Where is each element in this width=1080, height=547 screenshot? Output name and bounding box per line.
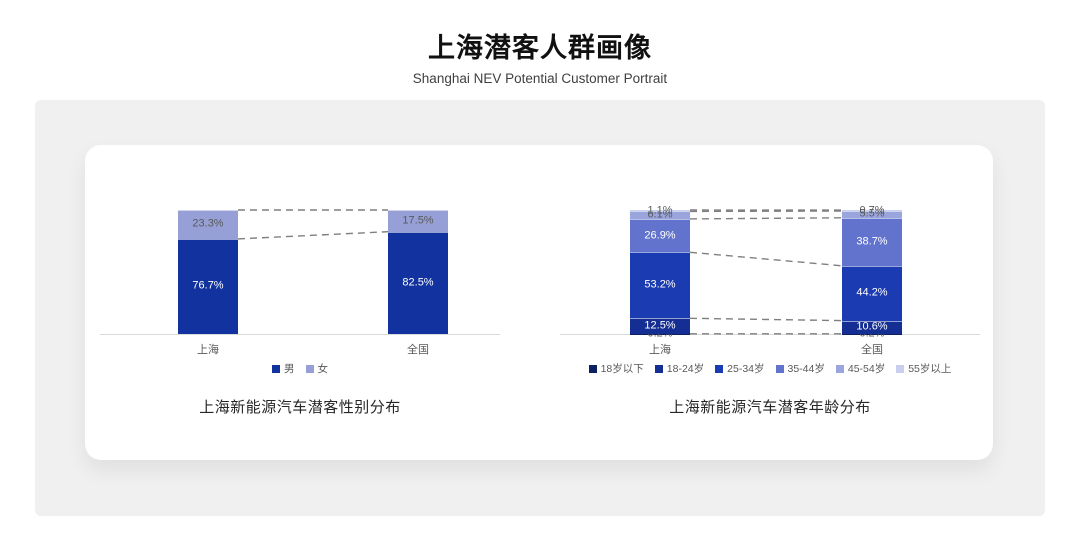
connector-line [689,217,843,220]
connector-line [689,317,843,322]
legend-item-25-34岁: 25-34岁 [715,361,765,376]
bar-segment-上海-45-54岁 [630,211,690,219]
bar-value-label: 23.3% [192,217,224,230]
bar-segment-全国-55岁以上 [842,210,902,211]
x-axis-line [100,334,500,335]
bar-segment-全国-25-34岁 [842,265,902,321]
bar-value-label: 0.7% [859,204,885,217]
bar-segment-上海-55岁以上 [630,210,690,212]
x-axis-line [560,334,980,335]
bar-segment-上海-18岁以下 [630,333,690,335]
bar-segment-全国-男 [388,231,448,334]
bar-segment-上海-35-44岁 [630,218,690,253]
age-distribution-chart: 上海新能源汽车潜客年龄分布 0.2%12.5%53.2%26.9%6.1%1.1… [560,150,980,430]
bar-segment-全国-女 [388,210,448,232]
legend-item-女: 女 [305,361,329,376]
bar-value-label: 53.2% [644,278,676,291]
bar-segment-全国-45-54岁 [842,210,902,218]
page-title: 上海潜客人群画像 [428,33,652,63]
bar-segment-全国-18岁以下 [842,333,902,335]
legend-label: 男 [284,363,295,375]
legend-swatch-icon [272,364,280,373]
bar-value-label: 44.2% [856,286,888,299]
legend-label: 35-44岁 [787,363,825,375]
bar-value-label: 5.5% [859,207,885,220]
chart-legend: 男女 [100,361,500,376]
bar-segment-全国-18-24岁 [842,320,902,334]
category-label-全国: 全国 [407,344,429,356]
page-header: 上海潜客人群画像 Shanghai NEV Potential Customer… [0,26,1080,86]
bar-value-label: 38.7% [856,235,888,248]
legend-swatch-icon [654,364,663,373]
bar-value-label: 82.5% [402,276,434,289]
legend-label: 25-34岁 [727,363,765,375]
bar-segment-上海-25-34岁 [630,252,690,319]
category-label-全国: 全国 [861,344,883,356]
legend-item-18岁以下: 18岁以下 [588,361,644,376]
bar-segment-上海-18-24岁 [630,318,690,334]
legend-item-55岁以上: 55岁以上 [896,361,951,376]
bar-value-label: 17.5% [402,214,434,227]
bar-segment-上海-女 [178,210,238,239]
connector-line [689,251,843,267]
page-subtitle: Shanghai NEV Potential Customer Portrait [412,71,668,86]
category-label-上海: 上海 [197,344,219,356]
chart-legend: 18岁以下 18-24岁 25-34岁 35-44岁 45-54岁 55岁以上 [560,361,980,376]
legend-swatch-icon [835,364,844,373]
bar-value-label: 10.6% [856,320,888,333]
connector-line [237,231,389,240]
bar-value-label: 12.5% [644,319,676,332]
legend-label: 18岁以下 [600,363,644,375]
legend-label: 55岁以上 [908,363,952,375]
bar-value-label: 1.1% [647,204,673,217]
legend-swatch-icon [896,364,905,373]
bar-segment-全国-35-44岁 [842,217,902,266]
bar-segment-上海-男 [178,238,238,334]
legend-label: 女 [317,363,329,375]
legend-item-男: 男 [272,361,295,376]
category-label-上海: 上海 [649,344,671,356]
legend-swatch-icon [305,364,314,373]
legend-swatch-icon [715,364,724,373]
bar-value-label: 6.1% [647,208,673,221]
legend-item-35-44岁: 35-44岁 [775,361,825,376]
legend-swatch-icon [775,364,784,373]
chart-caption-gender: 上海新能源汽车潜客性别分布 [199,399,401,416]
legend-swatch-icon [588,364,597,373]
legend-label: 45-54岁 [847,363,886,375]
connector-lines [689,209,843,335]
bar-value-label: 76.7% [192,279,224,292]
chart-caption-age: 上海新能源汽车潜客年龄分布 [669,399,871,416]
bar-value-label: 26.9% [644,229,676,242]
legend-item-18-24岁: 18-24岁 [654,361,705,376]
legend-item-45-54岁: 45-54岁 [835,361,886,376]
connector-lines [237,209,389,240]
gender-distribution-chart: 上海新能源汽车潜客性别分布 76.7% 23.3% 上海 82.5% 17.5% 全国男女 [100,150,500,430]
legend-label: 18-24岁 [666,363,705,375]
